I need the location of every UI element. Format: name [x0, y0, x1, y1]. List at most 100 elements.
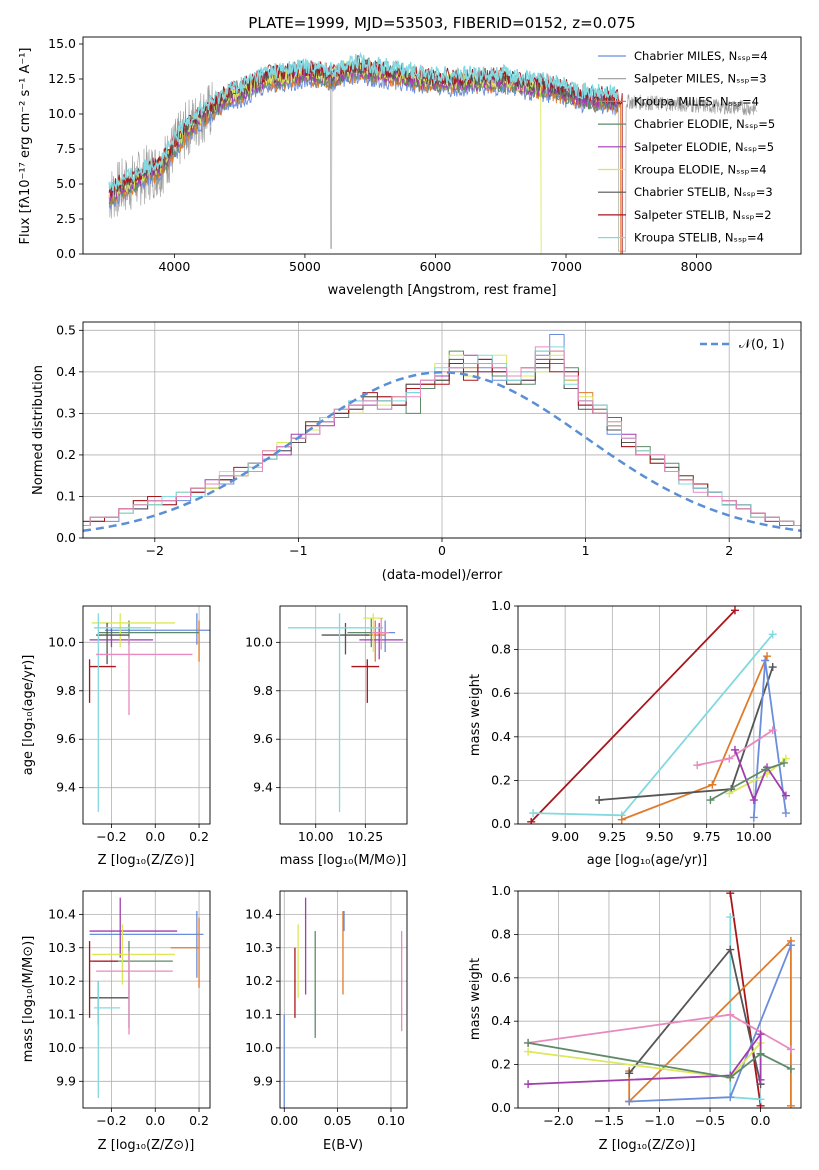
- x-tick-label: 0.2: [189, 1113, 209, 1128]
- spectrum-x-label: wavelength [Angstrom, rest frame]: [328, 283, 557, 298]
- axes-frame: [82, 605, 211, 825]
- weight-point-marker: [595, 796, 604, 805]
- weight-point-marker: [726, 1073, 735, 1082]
- weight-point-marker: [625, 1097, 634, 1106]
- weight-point-marker: [617, 815, 626, 824]
- axes-frame: [82, 890, 211, 1109]
- mass-vs-metallicity-plot: −0.2 0.0 0.2 9.9 10.0 10.1 10.2 10.3 10.4: [48, 890, 211, 1128]
- legend-label: Salpeter MILES, Nₛₛₚ=3: [634, 72, 767, 86]
- y-tick-label: 7.5: [56, 141, 76, 156]
- weight-series-line: [734, 749, 787, 803]
- x-tick-label: 0.10: [377, 1113, 405, 1128]
- y-tick-label: 0.8: [491, 926, 511, 941]
- legend-label: Kroupa ELODIE, Nₛₛₚ=4: [634, 163, 767, 177]
- y-tick-label: 5.0: [56, 176, 76, 191]
- weight-lines: [524, 891, 795, 1108]
- y-tick-label: 0.4: [56, 364, 76, 379]
- x-tick-label: 9.00: [551, 829, 579, 844]
- y-tick-label: 0.2: [491, 772, 511, 787]
- y-tick-label: 10.4: [245, 906, 273, 921]
- histogram-series: [83, 350, 801, 526]
- weight-point-marker: [706, 796, 715, 805]
- y-tick-label: 0.0: [56, 246, 76, 261]
- y-tick-label: 15.0: [48, 36, 76, 51]
- x-tick-label: 0.0: [145, 1113, 165, 1128]
- x-tick-label: 6000: [420, 259, 452, 274]
- x-tick-label: 8000: [681, 259, 713, 274]
- axes-frame: [279, 605, 408, 825]
- mass-vs-extinction-plot: 0.00 0.05 0.10 9.9 10.0 10.1 10.2 10.3 10.4: [245, 890, 408, 1128]
- y-tick-label: 0.4: [491, 1013, 511, 1028]
- x-tick-label: −0.2: [96, 829, 126, 844]
- y-tick-label: 10.1: [48, 1007, 76, 1022]
- histogram-series: [83, 346, 801, 526]
- weight-point-marker: [524, 1038, 533, 1047]
- age-vs-metallicity-y-label: age [log₁₀(age/yr)]: [21, 655, 36, 776]
- age-vs-mass-panel: 10.00 10.25 9.4 9.6 9.8 10.0 mass [log₁₀(M/M⊙…: [245, 605, 408, 868]
- axes-frame: [517, 605, 802, 825]
- weight-point-marker: [749, 813, 758, 822]
- histogram-group: [83, 334, 801, 532]
- x-tick-label: 0.0: [751, 1113, 771, 1128]
- x-tick-label: 9.25: [598, 829, 626, 844]
- y-tick-label: 10.0: [48, 106, 76, 121]
- y-tick-label: 0.5: [56, 322, 76, 337]
- weight-point-marker: [756, 1095, 765, 1104]
- age-vs-metallicity-panel: −0.2 0.0 0.29.49.69.810.0 Z [log₁₀(Z/Z⊙)] …: [21, 605, 211, 868]
- x-tick-label: 10.25: [347, 829, 383, 844]
- weight-vs-metallicity-y-label: mass weight: [468, 958, 483, 1040]
- x-tick-label: −2: [146, 543, 164, 558]
- age-vs-mass-plot: 10.00 10.25 9.4 9.6 9.8 10.0: [245, 605, 408, 844]
- x-tick-label: −0.2: [96, 1113, 126, 1128]
- weight-point-marker: [763, 652, 772, 661]
- weight-point-marker: [527, 817, 536, 824]
- mass-vs-extinction-panel: 0.00 0.05 0.10 9.9 10.0 10.1 10.2 10.3 10.4 E(B-…: [245, 890, 408, 1153]
- y-tick-label: 9.8: [253, 683, 273, 698]
- weight-point-marker: [761, 656, 770, 665]
- x-tick-label: −0.5: [695, 1113, 725, 1128]
- axes-frame: [82, 36, 802, 255]
- weight-point-marker: [730, 606, 739, 615]
- histogram-series: [83, 350, 801, 526]
- weight-point-marker: [786, 1064, 795, 1073]
- y-tick-label: 9.6: [56, 731, 76, 746]
- y-tick-label: 10.2: [48, 973, 76, 988]
- legend-label: Chabrier STELIB, Nₛₛₚ=3: [634, 185, 773, 199]
- y-tick-label: 10.1: [245, 1007, 273, 1022]
- axes-frame: [517, 890, 802, 1109]
- y-tick-label: 10.4: [48, 906, 76, 921]
- weight-point-marker: [726, 945, 735, 954]
- age-vs-mass-x-label: mass [log₁₀(M/M⊙)]: [280, 853, 407, 868]
- y-tick-label: 0.4: [491, 729, 511, 744]
- y-tick-label: 12.5: [48, 71, 76, 86]
- age-vs-metallicity-x-label: Z [log₁₀(Z/Z⊙)]: [98, 853, 195, 868]
- weight-point-marker: [529, 809, 538, 818]
- spectrum-title: PLATE=1999, MJD=53503, FIBERID=0152, z=0…: [248, 14, 635, 32]
- weight-point-marker: [756, 1030, 765, 1039]
- residuals-plot-area: −2 −1 0 1 2 0.0 0.1 0.2 0.3 0.4 0.5: [56, 321, 802, 558]
- y-tick-label: 0.2: [491, 1057, 511, 1072]
- weight-series-line: [530, 609, 736, 823]
- weight-point-marker: [725, 754, 734, 763]
- y-tick-label: 0.2: [56, 447, 76, 462]
- residuals-legend: 𝒩(0, 1): [700, 336, 785, 351]
- errorbar-group: [88, 897, 204, 1098]
- x-tick-label: 9.75: [693, 829, 721, 844]
- weight-point-marker: [693, 761, 702, 770]
- histogram-series: [83, 358, 801, 526]
- weight-vs-age-x-label: age [log₁₀(age/yr)]: [587, 853, 708, 868]
- weight-point-marker: [756, 1075, 765, 1084]
- x-tick-label: 5000: [289, 259, 321, 274]
- weight-series-line: [527, 1042, 792, 1079]
- weight-point-marker: [749, 796, 758, 805]
- weight-point-marker: [768, 663, 777, 672]
- y-tick-label: 0.0: [491, 816, 511, 831]
- weight-point-marker: [726, 913, 735, 922]
- x-tick-label: 2: [725, 543, 733, 558]
- axes-frame: [279, 890, 408, 1109]
- weight-series-line: [533, 633, 774, 817]
- y-tick-label: 0.6: [491, 685, 511, 700]
- weight-point-marker: [761, 765, 770, 774]
- mass-vs-metallicity-x-label: Z [log₁₀(Z/Z⊙)]: [98, 1138, 195, 1153]
